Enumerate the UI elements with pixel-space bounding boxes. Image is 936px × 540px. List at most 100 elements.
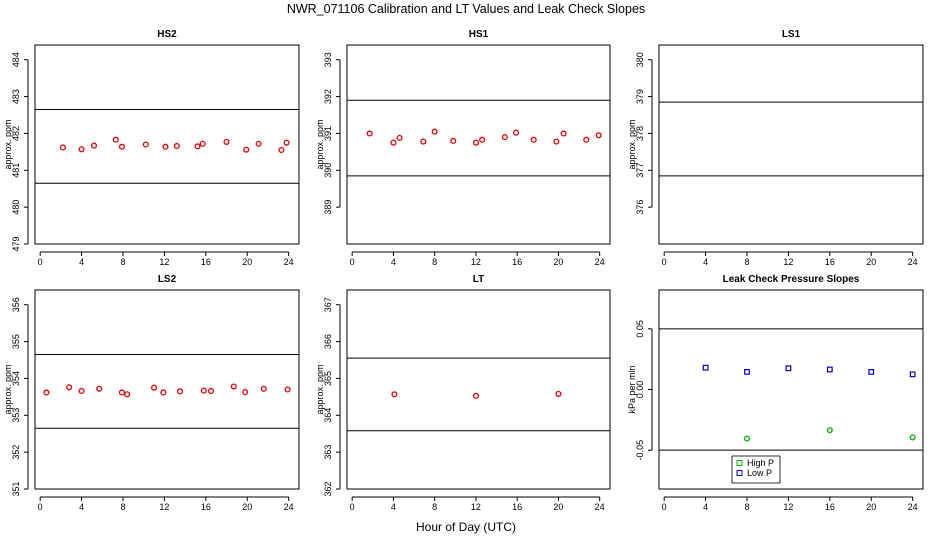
x-tick-label: 4 <box>391 502 396 512</box>
panel-lt: LT 0 4 8 12 16 20 24 362 363 364 365 366 367 approx. p… <box>315 274 611 512</box>
data-point <box>553 138 560 145</box>
y-tick-label: 377 <box>635 163 645 178</box>
y-axis-label: approx. ppm <box>627 119 637 169</box>
y-tick-label: 481 <box>11 163 21 178</box>
y-tick-label: 354 <box>11 371 21 386</box>
y-axis-label: approx. ppm <box>315 364 325 414</box>
data-point <box>199 140 206 147</box>
x-tick-label: 16 <box>201 257 211 267</box>
data-point <box>583 136 590 143</box>
x-tick-label: 0 <box>350 257 355 267</box>
panel-title: LS1 <box>782 29 801 40</box>
x-tick-label: 24 <box>284 257 294 267</box>
data-point <box>743 435 751 442</box>
plot-frame <box>658 44 924 245</box>
x-tick-label: 4 <box>79 502 84 512</box>
plot-frame <box>346 44 611 245</box>
x-tick-label: 24 <box>595 257 605 267</box>
data-point <box>176 388 183 395</box>
y-tick-label: 389 <box>323 200 333 215</box>
y-tick-label: 356 <box>11 297 21 312</box>
x-tick-label: 20 <box>553 502 563 512</box>
data-point <box>283 139 290 146</box>
data-point <box>162 143 169 150</box>
data-point <box>420 138 427 145</box>
legend-marker <box>736 460 743 466</box>
data-point <box>450 137 457 144</box>
y-tick-label: 479 <box>11 236 21 251</box>
x-tick-label: 20 <box>242 257 252 267</box>
panel-title: Leak Check Pressure Slopes <box>723 274 860 285</box>
data-point <box>366 130 373 137</box>
data-point <box>479 136 486 143</box>
x-tick-label: 16 <box>825 502 835 512</box>
data-point <box>702 364 709 371</box>
data-point <box>124 391 131 398</box>
y-axis-label: kPa per min <box>627 365 637 413</box>
y-tick-label: 484 <box>11 52 21 67</box>
data-point <box>472 139 479 146</box>
y-tick-label: 0.00 <box>635 381 645 399</box>
x-tick-label: 8 <box>744 257 749 267</box>
x-tick-label: 24 <box>284 502 294 512</box>
data-point <box>223 138 230 145</box>
y-tick-label: 367 <box>323 297 333 312</box>
data-point <box>118 143 126 150</box>
y-tick-label: 483 <box>11 89 21 104</box>
data-point <box>194 143 201 150</box>
data-point <box>118 389 126 396</box>
y-tick-label: 365 <box>323 371 333 386</box>
x-tick-label: 4 <box>703 502 708 512</box>
x-tick-label: 8 <box>432 257 437 267</box>
panel-title: HS1 <box>469 29 489 40</box>
data-point <box>112 136 119 143</box>
y-tick-label: 352 <box>11 445 21 460</box>
data-point <box>555 390 562 397</box>
data-point <box>59 144 67 151</box>
y-tick-label: 391 <box>323 126 333 141</box>
data-point <box>230 383 237 390</box>
figure-title: NWR_071106 Calibration and LT Values and… <box>287 2 645 16</box>
data-point <box>78 146 85 153</box>
x-tick-label: 20 <box>242 502 252 512</box>
x-tick-label: 8 <box>120 502 125 512</box>
x-tick-label: 4 <box>79 257 84 267</box>
panel-ls1: LS1 0 4 8 12 16 20 24 376 377 378 379 380 approx. ppm <box>627 29 924 267</box>
y-tick-label: 480 <box>11 200 21 215</box>
x-tick-label: 0 <box>350 502 355 512</box>
x-tick-label: 16 <box>512 257 522 267</box>
data-point <box>278 146 285 154</box>
data-point <box>826 366 833 373</box>
y-axis-label: approx. ppm <box>3 364 13 414</box>
data-point <box>909 371 916 378</box>
x-tick-label: 12 <box>783 257 793 267</box>
data-point <box>43 389 50 396</box>
x-tick-label: 12 <box>471 502 481 512</box>
data-point <box>391 391 398 398</box>
data-point <box>595 132 602 139</box>
y-tick-label: 351 <box>11 481 21 496</box>
legend-label: High P <box>747 458 774 468</box>
data-point <box>472 392 479 399</box>
data-point <box>207 387 215 395</box>
y-tick-label: 482 <box>11 126 21 141</box>
data-point <box>909 434 916 441</box>
figure-xlabel: Hour of Day (UTC) <box>416 520 516 534</box>
legend-label: Low P <box>747 468 772 478</box>
y-tick-label: 353 <box>11 408 21 423</box>
y-tick-label: 393 <box>323 52 333 67</box>
x-tick-label: 4 <box>703 257 708 267</box>
x-tick-label: 8 <box>120 257 125 267</box>
x-tick-label: 12 <box>159 502 169 512</box>
plot-frame <box>658 289 924 490</box>
x-tick-label: 4 <box>391 257 396 267</box>
data-point <box>160 389 167 396</box>
x-tick-label: 0 <box>38 502 43 512</box>
x-tick-label: 20 <box>866 257 876 267</box>
x-tick-label: 0 <box>662 502 667 512</box>
x-tick-label: 0 <box>38 257 43 267</box>
panel-title: LS2 <box>158 274 177 285</box>
x-tick-label: 24 <box>595 502 605 512</box>
data-point <box>513 129 520 136</box>
